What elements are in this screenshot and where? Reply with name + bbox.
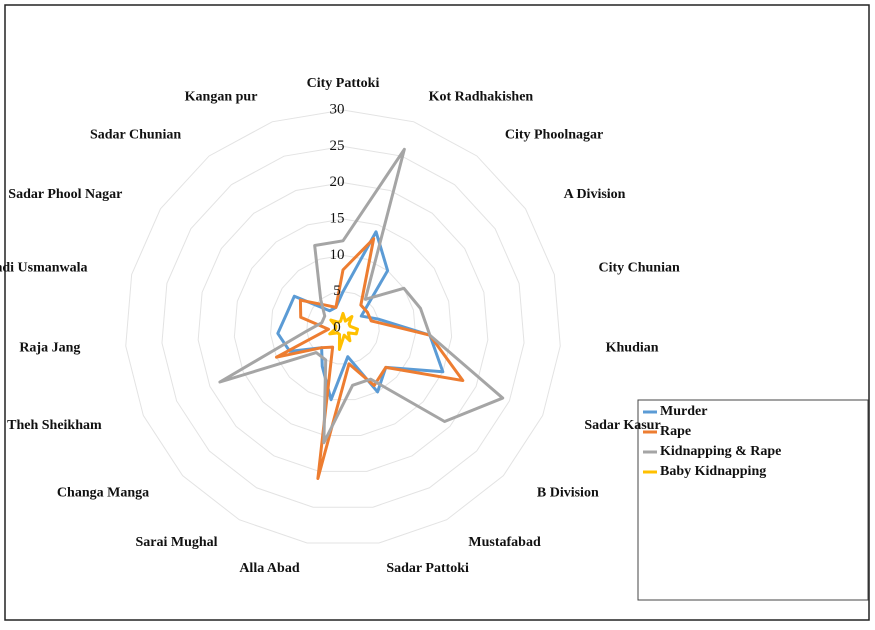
category-label: City Pattoki bbox=[307, 76, 380, 91]
category-label: Changa Manga bbox=[57, 485, 149, 500]
category-label: Mustafabad bbox=[468, 535, 541, 550]
legend-label: Baby Kidnapping bbox=[660, 464, 766, 479]
series-line bbox=[218, 147, 505, 445]
category-label: Sadar Phool Nagar bbox=[8, 187, 122, 202]
category-label: Mandi Usmanwala bbox=[0, 260, 88, 275]
category-label: Sadar Chunian bbox=[90, 128, 181, 143]
y-tick-label: 10 bbox=[330, 247, 345, 263]
legend-label: Rape bbox=[660, 424, 691, 439]
y-tick-label: 30 bbox=[330, 101, 345, 117]
legend-label: Murder bbox=[660, 404, 707, 419]
category-label: Theh Sheikham bbox=[7, 418, 102, 433]
category-label: Alla Abad bbox=[239, 561, 300, 576]
series-line bbox=[274, 237, 465, 481]
category-label: Sadar Kasur bbox=[584, 418, 660, 433]
category-label: City Phoolnagar bbox=[505, 128, 603, 143]
series-line bbox=[328, 311, 359, 352]
category-label: Khudian bbox=[606, 340, 659, 355]
category-label: Kot Radhakishen bbox=[429, 89, 534, 104]
category-label: Raja Jang bbox=[19, 340, 80, 355]
y-tick-label: 5 bbox=[333, 283, 341, 299]
y-tick-label: 25 bbox=[330, 138, 345, 154]
category-label: City Chunian bbox=[598, 260, 680, 275]
y-tick-label: 0 bbox=[333, 319, 341, 335]
y-tick-label: 15 bbox=[330, 210, 345, 226]
grid-line bbox=[197, 182, 489, 472]
category-label: Kangan pur bbox=[185, 89, 258, 104]
category-label: Sadar Pattoki bbox=[386, 561, 469, 576]
grid-line bbox=[125, 109, 561, 544]
category-label: A Division bbox=[564, 187, 626, 202]
grid-line bbox=[161, 145, 525, 508]
y-tick-label: 20 bbox=[330, 174, 345, 190]
category-label: Sarai Mughal bbox=[136, 535, 218, 550]
legend-box bbox=[637, 399, 869, 601]
grid-line bbox=[306, 291, 380, 365]
category-label: B Division bbox=[537, 485, 599, 500]
legend-label: Kidnapping & Rape bbox=[660, 444, 781, 459]
frame bbox=[4, 4, 870, 621]
series-line bbox=[276, 230, 445, 402]
grid-line bbox=[233, 218, 453, 437]
